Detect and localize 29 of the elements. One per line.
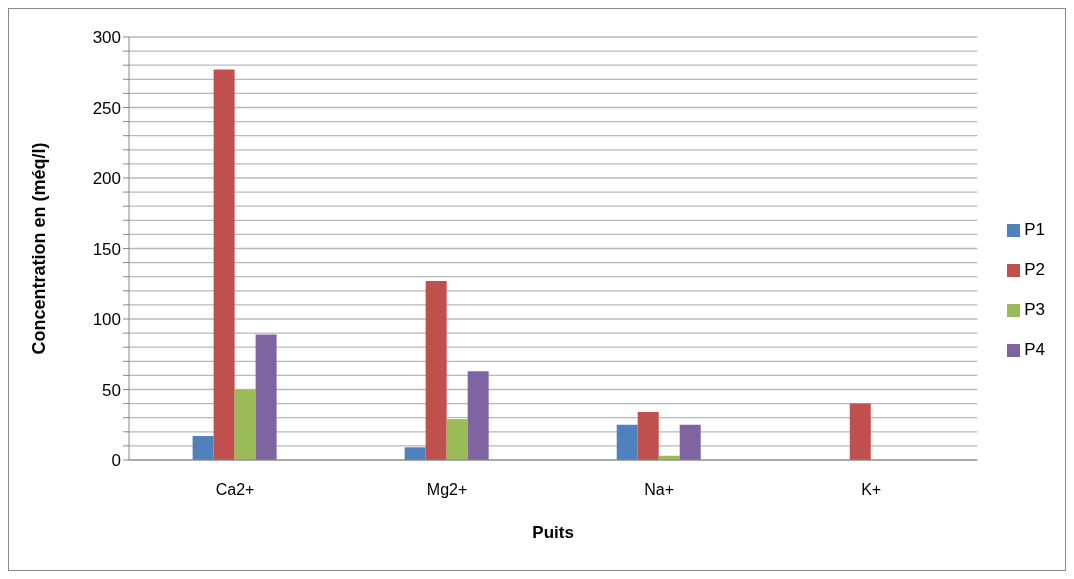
- x-axis-title: Puits: [532, 523, 574, 542]
- bar: [213, 69, 235, 460]
- x-tick-label: Na+: [644, 481, 675, 499]
- bar: [255, 334, 277, 460]
- bar: [234, 389, 256, 460]
- y-tick-label: 100: [92, 310, 121, 330]
- legend-label: P2: [1024, 259, 1045, 279]
- bar: [616, 424, 638, 460]
- y-tick-label: 50: [102, 380, 121, 400]
- bar: [679, 424, 701, 460]
- legend-label: P1: [1024, 219, 1045, 239]
- legend-label: P3: [1024, 299, 1045, 319]
- bar: [637, 412, 659, 460]
- bar: [425, 280, 447, 460]
- y-tick-label: 200: [92, 169, 121, 189]
- bar: [446, 419, 468, 460]
- x-tick-label: K+: [861, 481, 882, 499]
- y-tick-label: 300: [92, 28, 121, 48]
- y-tick-label: 250: [92, 98, 121, 118]
- x-tick-label: Ca2+: [215, 481, 255, 499]
- bar: [192, 436, 214, 460]
- bar: [404, 447, 426, 460]
- bar: [467, 371, 489, 460]
- legend-label: P4: [1024, 339, 1045, 359]
- y-axis-title: Concentration en (méq/l): [29, 142, 50, 355]
- y-tick-label: 150: [92, 239, 121, 259]
- bar: [849, 403, 871, 460]
- y-tick-label: 0: [111, 451, 121, 471]
- x-tick-label: Mg2+: [426, 481, 468, 499]
